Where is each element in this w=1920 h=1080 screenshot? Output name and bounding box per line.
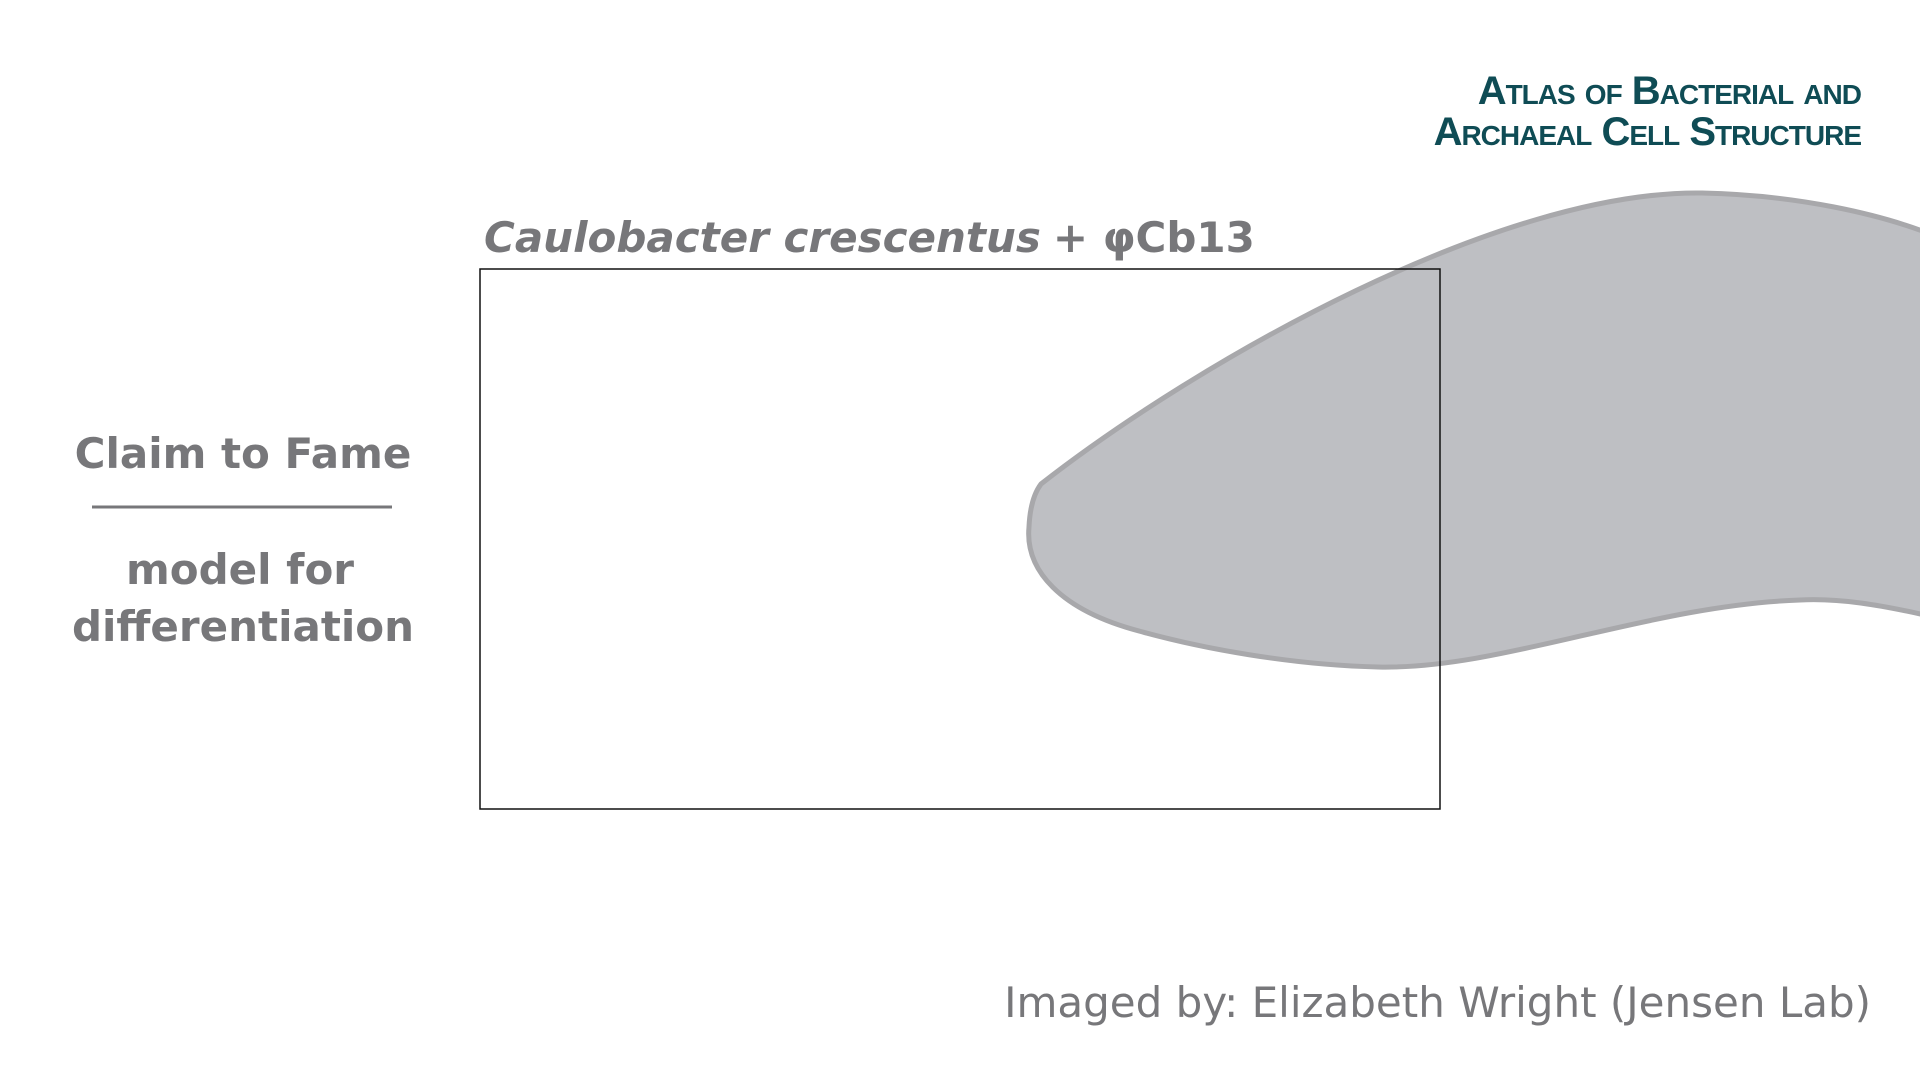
logo-line: Archaeal Cell Structure — [1434, 110, 1862, 154]
phage-name: + φCb13 — [1053, 213, 1255, 262]
species-name: Caulobacter crescentus — [484, 213, 1041, 262]
logo-line: Atlas of Bacterial and — [1478, 69, 1862, 113]
sidebar-text: model for — [126, 545, 354, 594]
credit: Imaged by: Elizabeth Wright (Jensen Lab) — [1004, 978, 1871, 1027]
image-frame — [479, 268, 1441, 810]
sidebar-text: differentiation — [72, 602, 414, 651]
cell-outline — [1026, 190, 1920, 670]
sidebar-heading: Claim to Fame — [75, 429, 412, 478]
slide-title: Caulobacter crescentus + φCb13 — [484, 213, 1255, 262]
